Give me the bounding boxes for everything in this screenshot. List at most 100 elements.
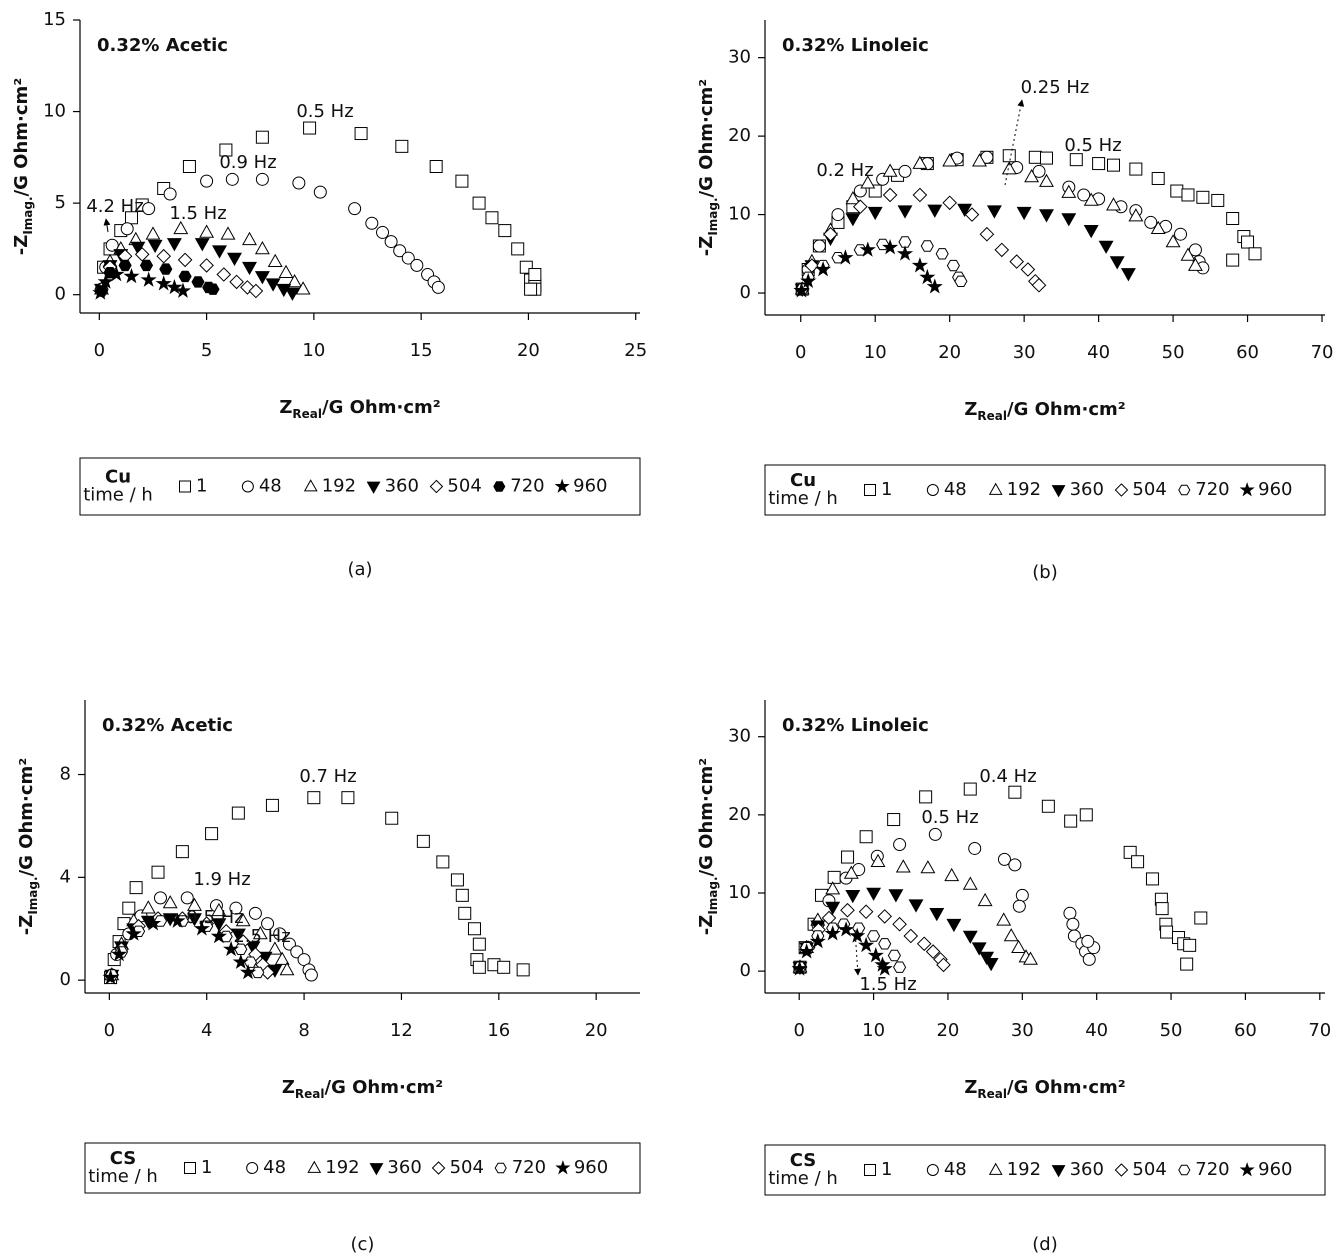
marker (155, 275, 172, 291)
x-tick-label: 4 (201, 1020, 212, 1041)
legend-box (764, 1144, 1326, 1196)
annotation: 1.9 Hz (193, 869, 250, 890)
x-tick-label: 20 (585, 1020, 608, 1041)
marker (191, 276, 205, 288)
legend-label: 960 (1258, 1159, 1292, 1180)
marker (1109, 256, 1125, 270)
x-tick-label: 16 (487, 1020, 510, 1041)
marker (887, 813, 901, 827)
y-tick-label: 20 (728, 125, 751, 146)
x-tick-label: 0 (793, 1020, 804, 1041)
x-tick-label: 40 (1085, 1020, 1108, 1041)
marker (303, 121, 317, 135)
label-part: -Z (696, 915, 717, 936)
legend-marker (864, 484, 876, 496)
marker (908, 899, 924, 913)
legend-marker (1051, 1165, 1066, 1178)
marker (222, 940, 240, 957)
annotation: 0.5 Hz (296, 101, 353, 122)
marker (1211, 193, 1225, 207)
label-part: -Z (11, 235, 32, 256)
legend-label: 720 (512, 1157, 546, 1178)
marker (240, 280, 255, 295)
marker (1061, 184, 1077, 198)
marker (307, 791, 321, 805)
x-tick-label: 15 (410, 340, 433, 361)
x-tick-label: 30 (1011, 1020, 1034, 1041)
marker (341, 791, 355, 805)
marker (870, 853, 886, 867)
x-tick-label: 30 (1013, 342, 1036, 363)
marker (986, 205, 1002, 219)
marker (887, 949, 901, 962)
marker (431, 280, 445, 294)
marker (968, 841, 982, 855)
y-tick-label: 0 (740, 282, 751, 303)
legend-label: 1 (881, 1159, 892, 1180)
legend-marker (864, 1164, 876, 1176)
marker (260, 965, 275, 980)
marker (279, 961, 295, 976)
x-tick-label: 8 (298, 1020, 309, 1041)
marker (1082, 952, 1096, 966)
marker (798, 943, 815, 959)
marker (1129, 162, 1143, 176)
marker (278, 264, 294, 278)
legend-marker (1239, 482, 1255, 497)
marker (925, 944, 941, 959)
marker (954, 275, 968, 287)
y-tick-label: 0 (55, 284, 66, 305)
x-tick-label: 10 (862, 1020, 885, 1041)
marker (837, 921, 855, 937)
marker (1024, 168, 1040, 183)
marker (1064, 814, 1078, 828)
marker (313, 185, 327, 199)
annotation: 2.5 Hz (233, 926, 290, 947)
marker (200, 174, 214, 188)
marker (229, 901, 243, 915)
annotation: 9.5 Hz (186, 907, 243, 928)
legend-label: 192 (1007, 1159, 1041, 1180)
marker (812, 239, 826, 253)
x-tick-label: 60 (1234, 1020, 1257, 1041)
marker (472, 937, 486, 951)
marker (860, 175, 876, 189)
marker (1092, 157, 1106, 171)
marker (920, 240, 934, 252)
legend-title: CS (110, 1148, 137, 1169)
marker (892, 916, 907, 932)
legend-subtitle: time / h (83, 485, 153, 506)
label-sub: Real (977, 409, 1007, 423)
marker (156, 248, 172, 264)
legend-marker (179, 480, 191, 493)
marker (211, 902, 227, 917)
legend-label: 1 (881, 479, 892, 500)
marker (159, 263, 173, 275)
marker (1015, 888, 1029, 902)
marker (267, 253, 283, 267)
legend-marker (555, 1160, 571, 1175)
marker (996, 912, 1012, 926)
marker (187, 897, 202, 911)
marker (867, 947, 884, 963)
label-sub: Imag. (26, 876, 40, 914)
marker (292, 176, 306, 190)
marker (251, 966, 265, 979)
marker (166, 278, 183, 295)
marker (927, 204, 943, 218)
marker (972, 153, 987, 167)
x-tick-label: 10 (864, 342, 887, 363)
panel-title: 0.32% Linoleic (782, 35, 929, 56)
legend-marker (366, 481, 381, 494)
marker (205, 827, 219, 841)
label-sub: Real (292, 407, 322, 421)
marker (220, 226, 236, 240)
marker (916, 936, 932, 952)
marker (1003, 928, 1019, 942)
x-tick-label: 0 (795, 342, 806, 363)
marker (831, 208, 845, 222)
legend-subtitle: time / h (768, 1168, 838, 1189)
marker (105, 238, 119, 252)
marker (849, 927, 866, 943)
marker (1194, 911, 1208, 925)
